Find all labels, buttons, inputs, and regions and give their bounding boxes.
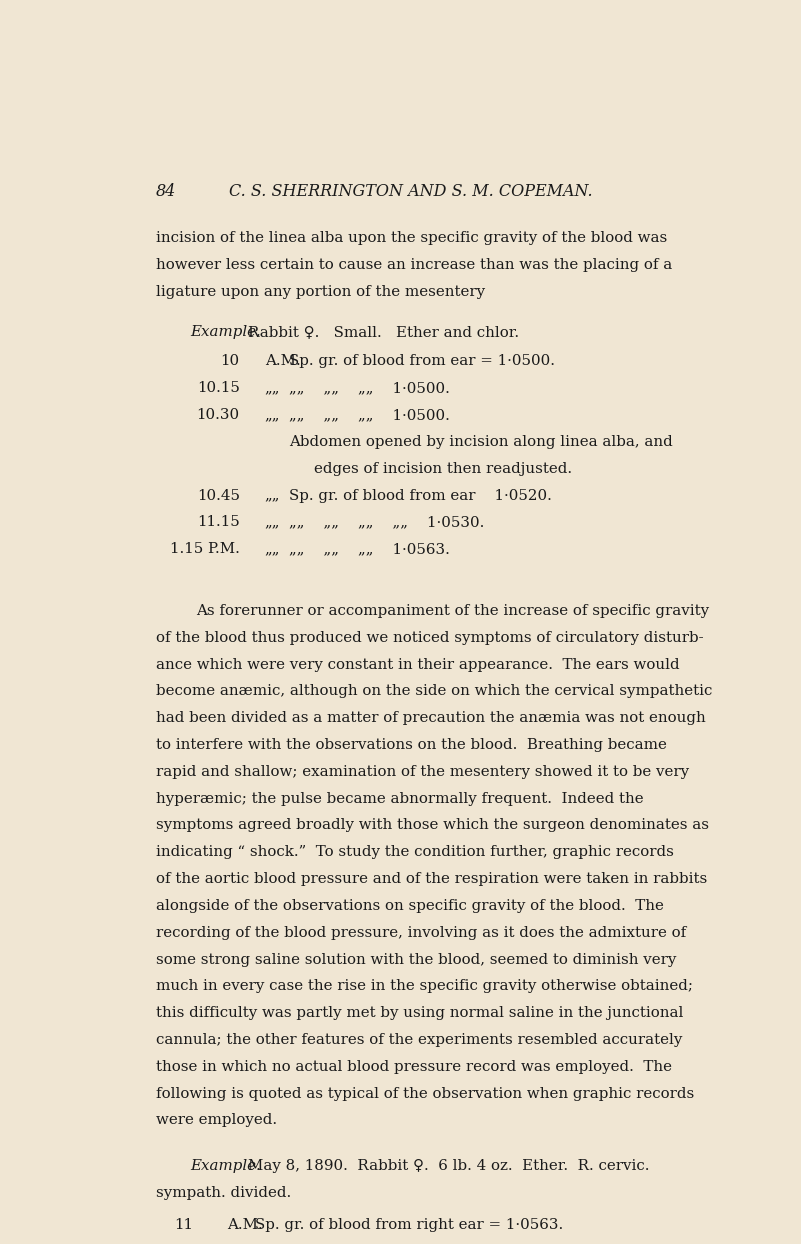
Text: Abdomen opened by incision along linea alba, and: Abdomen opened by incision along linea a…: [289, 435, 673, 449]
Text: incision of the linea alba upon the specific gravity of the blood was: incision of the linea alba upon the spec…: [156, 231, 667, 245]
Text: ance which were very constant in their appearance.  The ears would: ance which were very constant in their a…: [156, 658, 679, 672]
Text: „„    „„    „„    1·0500.: „„ „„ „„ 1·0500.: [289, 381, 450, 396]
Text: 11.15: 11.15: [197, 515, 239, 530]
Text: 1.15 P.M.: 1.15 P.M.: [170, 542, 239, 556]
Text: however less certain to cause an increase than was the placing of a: however less certain to cause an increas…: [156, 258, 672, 272]
Text: 84: 84: [156, 183, 176, 200]
Text: of the aortic blood pressure and of the respiration were taken in rabbits: of the aortic blood pressure and of the …: [156, 872, 707, 886]
Text: Example.: Example.: [190, 1159, 261, 1173]
Text: this difficulty was partly met by using normal saline in the junctional: this difficulty was partly met by using …: [156, 1006, 683, 1020]
Text: some strong saline solution with the blood, seemed to diminish very: some strong saline solution with the blo…: [156, 953, 676, 967]
Text: cannula; the other features of the experiments resembled accurately: cannula; the other features of the exper…: [156, 1033, 682, 1047]
Text: indicating “ shock.”  To study the condition further, graphic records: indicating “ shock.” To study the condit…: [156, 845, 674, 860]
Text: hyperæmic; the pulse became abnormally frequent.  Indeed the: hyperæmic; the pulse became abnormally f…: [156, 791, 644, 806]
Text: „„    „„    „„    „„    1·0530.: „„ „„ „„ „„ 1·0530.: [289, 515, 485, 530]
Text: „„    „„    „„    1·0563.: „„ „„ „„ 1·0563.: [289, 542, 450, 556]
Text: 10: 10: [220, 355, 239, 368]
Text: were employed.: were employed.: [156, 1113, 277, 1127]
Text: to interfere with the observations on the blood.  Breathing became: to interfere with the observations on th…: [156, 738, 667, 751]
Text: 10.45: 10.45: [197, 489, 239, 503]
Text: rapid and shallow; examination of the mesentery showed it to be very: rapid and shallow; examination of the me…: [156, 765, 689, 779]
Text: A.M.: A.M.: [264, 355, 300, 368]
Text: A.M.: A.M.: [227, 1218, 264, 1232]
Text: Sp. gr. of blood from right ear = 1·0563.: Sp. gr. of blood from right ear = 1·0563…: [256, 1218, 564, 1232]
Text: sympath. divided.: sympath. divided.: [156, 1186, 292, 1200]
Text: much in every case the rise in the specific gravity otherwise obtained;: much in every case the rise in the speci…: [156, 979, 693, 994]
Text: „„: „„: [264, 489, 280, 503]
Text: edges of incision then readjusted.: edges of incision then readjusted.: [314, 462, 573, 475]
Text: „„: „„: [264, 408, 280, 422]
Text: symptoms agreed broadly with those which the surgeon denominates as: symptoms agreed broadly with those which…: [156, 819, 709, 832]
Text: May 8, 1890.  Rabbit ♀.  6 lb. 4 oz.  Ether.  R. cervic.: May 8, 1890. Rabbit ♀. 6 lb. 4 oz. Ether…: [248, 1159, 650, 1173]
Text: „„: „„: [264, 515, 280, 530]
Text: Rabbit ♀.   Small.   Ether and chlor.: Rabbit ♀. Small. Ether and chlor.: [248, 325, 519, 338]
Text: had been divided as a matter of precaution the anæmia was not enough: had been divided as a matter of precauti…: [156, 712, 706, 725]
Text: recording of the blood pressure, involving as it does the admixture of: recording of the blood pressure, involvi…: [156, 926, 686, 939]
Text: „„: „„: [264, 542, 280, 556]
Text: 11: 11: [175, 1218, 193, 1232]
Text: become anæmic, although on the side on which the cervical sympathetic: become anæmic, although on the side on w…: [156, 684, 712, 698]
Text: Example.: Example.: [190, 325, 261, 338]
Text: 10.15: 10.15: [197, 381, 239, 396]
Text: alongside of the observations on specific gravity of the blood.  The: alongside of the observations on specifi…: [156, 899, 664, 913]
Text: of the blood thus produced we noticed symptoms of circulatory disturb-: of the blood thus produced we noticed sy…: [156, 631, 703, 644]
Text: „„: „„: [264, 381, 280, 396]
Text: C. S. SHERRINGTON AND S. M. COPEMAN.: C. S. SHERRINGTON AND S. M. COPEMAN.: [229, 183, 592, 200]
Text: ligature upon any portion of the mesentery: ligature upon any portion of the mesente…: [156, 285, 485, 299]
Text: following is quoted as typical of the observation when graphic records: following is quoted as typical of the ob…: [156, 1087, 694, 1101]
Text: 10.30: 10.30: [197, 408, 239, 422]
Text: Sp. gr. of blood from ear = 1·0500.: Sp. gr. of blood from ear = 1·0500.: [289, 355, 555, 368]
Text: As forerunner or accompaniment of the increase of specific gravity: As forerunner or accompaniment of the in…: [196, 603, 710, 618]
Text: „„    „„    „„    1·0500.: „„ „„ „„ 1·0500.: [289, 408, 450, 422]
Text: those in which no actual blood pressure record was employed.  The: those in which no actual blood pressure …: [156, 1060, 672, 1074]
Text: Sp. gr. of blood from ear    1·0520.: Sp. gr. of blood from ear 1·0520.: [289, 489, 553, 503]
